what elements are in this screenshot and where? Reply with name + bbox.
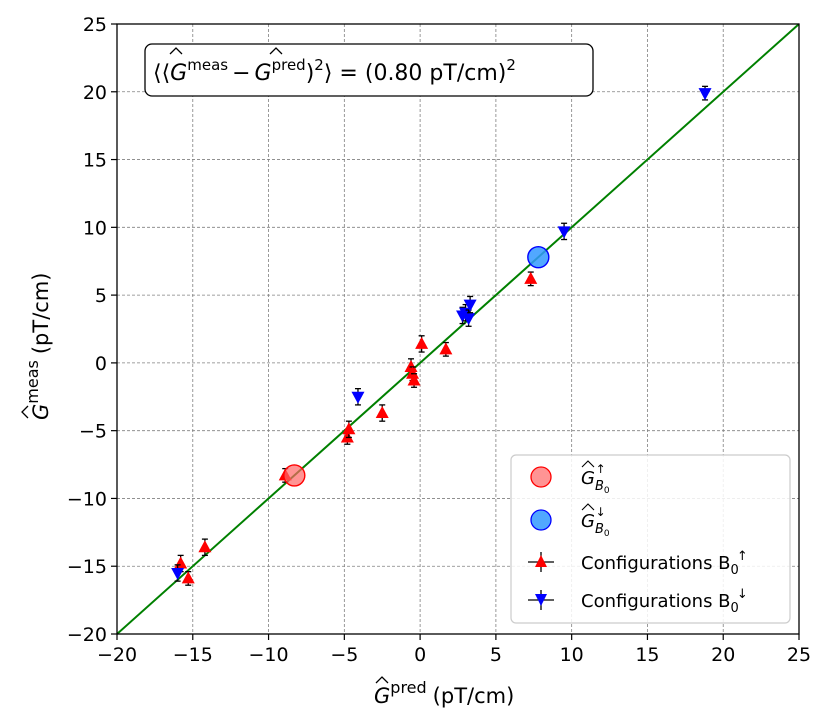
annotation-g-pred: G: [255, 61, 272, 86]
annotation-close: ): [306, 61, 315, 86]
annotation-box: ⟨⟨Gmeas − Gpred)2⟩ = (0.80 pT/cm)2: [144, 43, 594, 97]
annotation-sup-pred: pred: [272, 56, 306, 74]
legend-config-down-sup: ↓: [737, 587, 748, 602]
x-tick-label: −5: [330, 644, 358, 666]
data-point: [404, 359, 418, 372]
y-tick-label: 10: [83, 217, 107, 239]
y-tick-label: 25: [83, 14, 107, 36]
average-point-up: [283, 464, 306, 487]
legend-avg-up-g: G: [581, 468, 595, 489]
svg-text:Gpred(pT/cm): Gpred (pT/cm): [374, 678, 514, 708]
svg-text:GB0↓: GB0 ↓: [581, 505, 610, 539]
legend-config-down-label: Configurations B: [581, 591, 731, 612]
legend-config-up-sub: 0: [731, 563, 739, 578]
data-point: [174, 556, 188, 569]
legend-config-up-sup: ↑: [737, 549, 748, 564]
y-tick-label: −10: [67, 488, 107, 510]
legend-marker-config-up: [535, 555, 547, 567]
data-point: [462, 313, 476, 326]
svg-text:⟨⟨Gmeas−Gpred)2⟩ = (0.80 pT/cm: ⟨⟨Gmeas − Gpred)2⟩ = (0.80 pT/cm)2: [153, 56, 516, 86]
legend-entry-avg-down: GB0 ↓: [530, 503, 610, 539]
annotation-minus: −: [232, 61, 250, 86]
average-markers: [283, 245, 550, 487]
x-axis-label: Gpred (pT/cm): [374, 676, 514, 708]
x-tick-label: 15: [635, 644, 659, 666]
legend-marker-config-down: [535, 594, 547, 606]
svg-text:Gmeas(pT/cm): Gmeas (pT/cm): [23, 273, 53, 420]
y-tick-label: 0: [95, 353, 107, 375]
svg-text:GB0↑: GB0 ↑: [581, 462, 610, 496]
annotation-sup-end: 2: [506, 56, 516, 74]
y-label-unit: (pT/cm): [29, 273, 53, 355]
data-point: [406, 366, 420, 379]
data-point: [375, 406, 389, 419]
y-tick-label: −20: [67, 624, 107, 646]
data-point: [181, 571, 195, 584]
x-label-symbol: G: [374, 684, 390, 708]
reference-line-y-equals-x: [116, 23, 800, 635]
x-tick-label: 0: [414, 644, 426, 666]
data-point: [557, 226, 571, 239]
legend-entry-config-up: Configurations B0↑: [528, 549, 748, 578]
y-tick-label: 5: [95, 285, 107, 307]
annotation-g-meas: G: [170, 61, 187, 86]
y-label-symbol: G: [29, 404, 53, 420]
legend-avg-up-sub: B: [595, 479, 604, 494]
x-tick-label: 5: [490, 644, 502, 666]
legend-entry-config-down: Configurations B0↓: [528, 587, 748, 616]
legend-config-down-sub: 0: [731, 601, 739, 616]
x-label-unit: (pT/cm): [433, 684, 515, 708]
legend-avg-up-subsub: 0: [604, 486, 610, 496]
y-tick-label: 20: [83, 82, 107, 104]
reference-line: [116, 23, 800, 635]
x-tick-label: 20: [711, 644, 735, 666]
y-axis-label: Gmeas (pT/cm): [21, 273, 53, 420]
x-tick-label: 10: [560, 644, 584, 666]
y-label-sup: meas: [23, 360, 42, 404]
annotation-close-angle: ⟩: [324, 61, 333, 86]
annotation-value: = (0.80 pT/cm): [332, 61, 506, 86]
x-tick-label: −20: [97, 644, 137, 666]
data-point: [463, 299, 477, 312]
data-point: [340, 430, 354, 443]
y-tick-label: −5: [79, 421, 107, 443]
data-point: [342, 422, 356, 435]
x-tick-label: 25: [787, 644, 811, 666]
legend-marker-avg-up: [530, 466, 552, 488]
data-series: [171, 85, 712, 586]
svg-text:Configurations B0↓: Configurations B0↓: [581, 587, 748, 616]
legend-avg-up-sup: ↑: [596, 462, 606, 476]
plot-frame: [116, 23, 800, 635]
annotation-sup-meas: meas: [187, 56, 228, 74]
y-tick-label: 15: [83, 150, 107, 172]
legend-marker-avg-down: [530, 509, 552, 531]
data-point: [439, 342, 453, 355]
legend-avg-down-sup: ↓: [596, 505, 606, 519]
series-config-down: [171, 85, 712, 582]
data-point: [415, 336, 429, 349]
data-point: [171, 568, 185, 580]
annotation-prefix: ⟨⟨: [153, 61, 170, 86]
data-point: [698, 88, 712, 101]
legend-avg-down-g: G: [581, 511, 595, 532]
legend-avg-down-sub: B: [595, 522, 604, 537]
legend-entry-avg-up: GB0 ↑: [530, 460, 610, 496]
svg-text:Configurations B0↑: Configurations B0↑: [581, 549, 748, 578]
data-point: [198, 540, 212, 553]
data-point: [524, 271, 538, 284]
series-config-up: [174, 271, 538, 586]
x-tick-label: −15: [173, 644, 213, 666]
legend-config-up-label: Configurations B: [581, 553, 731, 574]
average-point-down: [527, 245, 550, 269]
legend-avg-down-subsub: 0: [604, 529, 610, 539]
legend: GB0↑ GB0↓ Configurations B0↑ Configurati…: [510, 454, 791, 624]
y-tick-label: −15: [67, 556, 107, 578]
data-point: [407, 373, 421, 386]
x-tick-label: −10: [249, 644, 289, 666]
x-label-sup: pred: [390, 678, 426, 697]
data-point: [351, 391, 365, 404]
annotation-sup-2: 2: [314, 56, 324, 74]
axis-ticks: −20 −15 −10 −5 0 5 10 15 20 25−20−15−10−505101520…: [67, 14, 811, 666]
